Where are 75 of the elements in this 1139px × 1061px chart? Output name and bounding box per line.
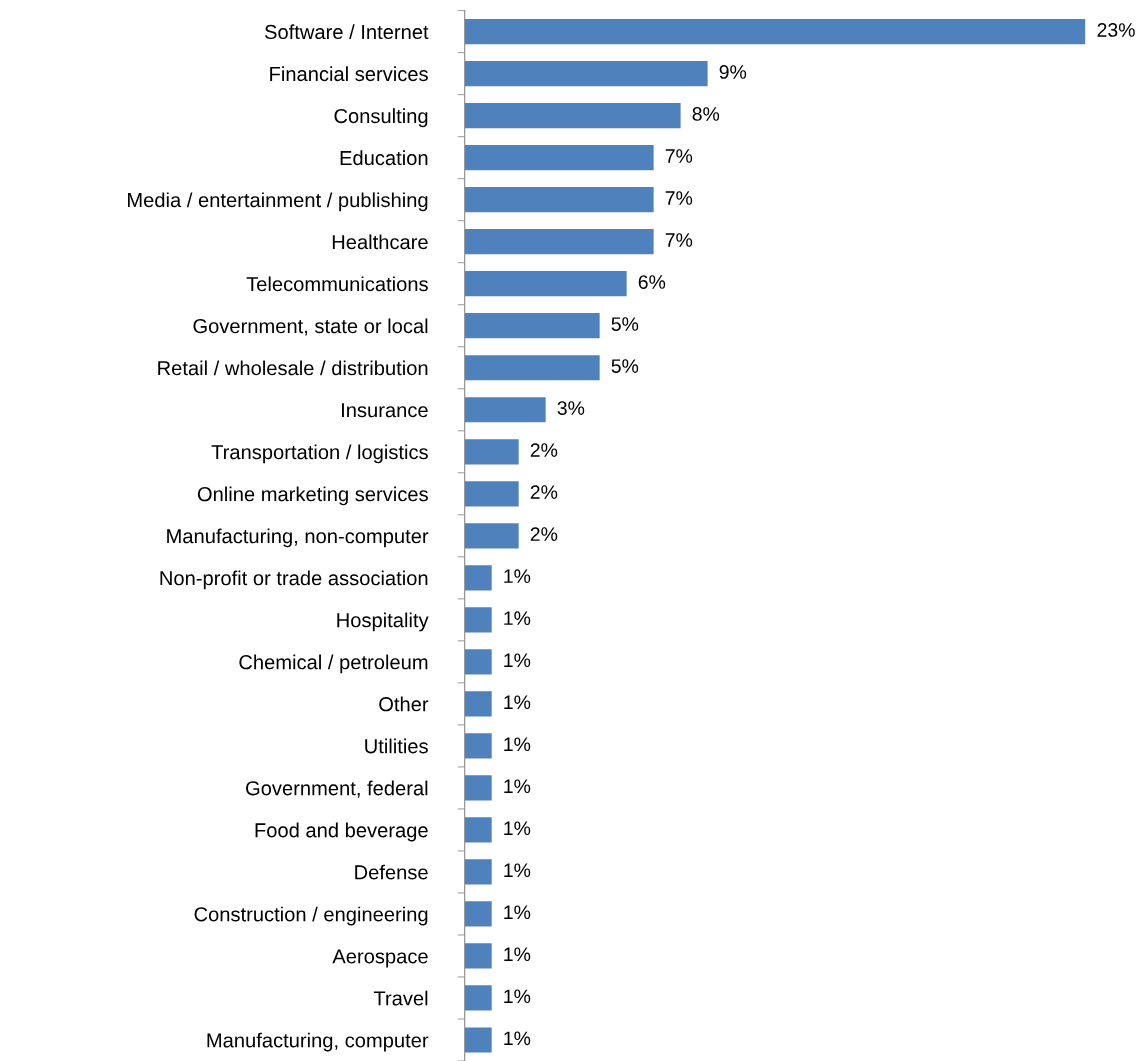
y-tick-label: Manufacturing, non-computer — [167, 528, 429, 548]
bar — [464, 985, 492, 1011]
y-tick-label: Online marketing services — [197, 486, 428, 506]
bar — [464, 103, 681, 129]
data-label: 23% — [1097, 23, 1135, 37]
data-label: 6% — [638, 275, 666, 289]
y-tick-label: Government, federal — [246, 780, 428, 798]
y-tick-label: Education — [340, 150, 428, 166]
bar — [464, 61, 708, 87]
data-label: 1% — [504, 1031, 531, 1046]
bar — [464, 1027, 492, 1053]
y-tick-label: Hospitality — [337, 612, 429, 632]
data-label: 1% — [504, 653, 531, 667]
y-tick-label: Healthcare — [332, 234, 428, 250]
y-tick-label: Telecommunications — [246, 276, 428, 292]
bar — [464, 817, 492, 843]
data-label: 5% — [611, 317, 639, 331]
data-label: 1% — [504, 695, 531, 710]
y-tick-label: Non-profit or trade association — [160, 570, 428, 590]
data-label: 1% — [504, 737, 531, 752]
data-label: 1% — [504, 569, 531, 583]
bar — [464, 397, 546, 423]
y-tick-label: Chemical / petroleum — [239, 654, 428, 674]
bar — [464, 523, 519, 549]
data-label: 2% — [530, 527, 558, 541]
data-label: 1% — [504, 863, 531, 878]
bar — [464, 313, 600, 339]
y-tick-label: Government, state or local — [193, 318, 428, 336]
y-tick-label: Media / entertainment / publishing — [128, 192, 428, 212]
y-tick-label: Software / Internet — [264, 24, 429, 40]
data-label: 1% — [504, 821, 531, 836]
bar — [464, 19, 1086, 45]
y-tick-label: Travel — [373, 990, 428, 1006]
bar — [464, 859, 492, 885]
bar — [464, 187, 654, 213]
data-label: 7% — [665, 233, 693, 247]
data-label: 1% — [504, 947, 531, 962]
data-label: 9% — [719, 65, 747, 79]
y-tick-label: Consulting — [334, 108, 428, 128]
bar — [464, 649, 492, 675]
y-tick-label: Insurance — [342, 403, 428, 418]
data-label: 2% — [530, 443, 558, 457]
bar — [464, 271, 627, 297]
bar — [464, 733, 492, 759]
data-label: 2% — [530, 485, 558, 499]
bar — [464, 145, 654, 171]
data-label: 7% — [665, 191, 693, 205]
bar — [464, 607, 492, 633]
bar — [464, 481, 519, 507]
bar — [464, 229, 654, 255]
y-tick-label: Utilities — [365, 738, 428, 754]
data-label: 1% — [504, 611, 531, 625]
data-label: 5% — [611, 359, 639, 373]
bar — [464, 439, 519, 465]
y-tick-label: Construction / engineering — [194, 906, 428, 926]
y-tick-label: Retail / wholesale / distribution — [158, 360, 428, 376]
y-tick-label: Defense — [355, 864, 428, 880]
y-tick-label: Other — [379, 696, 429, 712]
data-label: 7% — [665, 149, 693, 163]
y-tick-label: Aerospace — [332, 949, 428, 968]
bar — [464, 691, 492, 717]
y-tick-label: Manufacturing, computer — [207, 1032, 429, 1052]
bar — [464, 355, 600, 381]
bar — [464, 775, 492, 801]
y-tick-label: Food and beverage — [255, 822, 428, 842]
y-tick-label: Financial services — [270, 66, 428, 82]
bar — [464, 565, 492, 591]
data-label: 1% — [504, 989, 531, 1004]
bar — [464, 943, 492, 969]
data-label: 1% — [504, 905, 531, 920]
data-label: 3% — [557, 401, 585, 415]
data-label: 1% — [504, 779, 531, 794]
bar — [464, 901, 492, 927]
data-label: 8% — [692, 107, 720, 121]
y-tick-label: Transportation / logistics — [211, 444, 428, 464]
